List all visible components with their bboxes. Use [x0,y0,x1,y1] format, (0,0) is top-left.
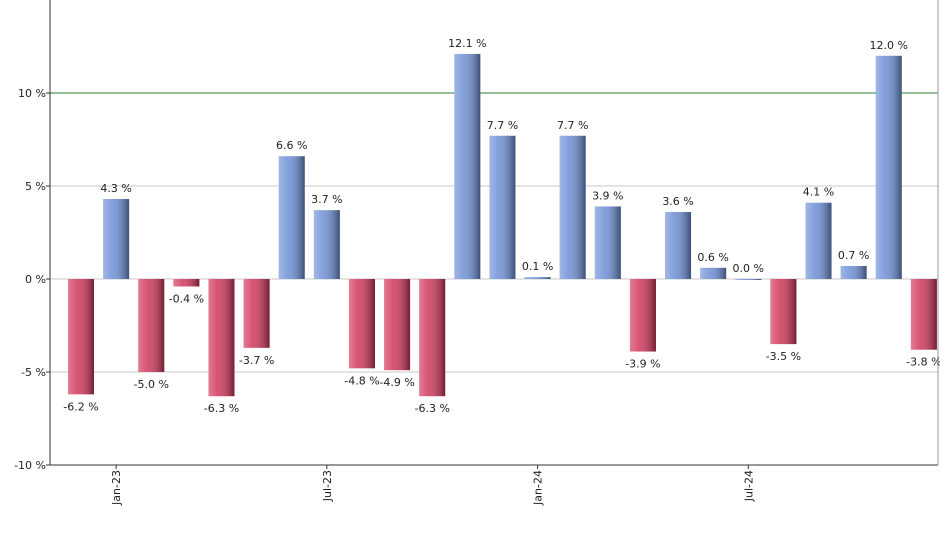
value-label: 12.0 % [870,39,908,52]
bar-shade [103,199,130,279]
value-label: 0.0 % [733,262,764,275]
value-label: 3.9 % [592,189,623,202]
y-tick-label: -5 % [21,366,46,379]
bar-shade [700,267,727,279]
bar-shade [559,135,586,279]
value-label: -6.3 % [204,402,239,415]
bar-shade [594,206,621,279]
x-tick-label: Jan-23 [110,470,123,506]
value-label: -6.3 % [414,402,449,415]
bar-shade [419,279,446,397]
y-tick-label: 10 % [18,87,46,100]
bar-shade [875,55,902,279]
x-tick-label: Jul-24 [742,470,755,502]
bar-shade [68,279,94,395]
value-label: -5.0 % [134,378,169,391]
value-label: 0.6 % [697,251,728,264]
bar-shade [489,135,516,279]
bar-shade [910,279,937,350]
bar-shade [665,212,692,279]
bar-shade [840,265,867,279]
bar-shade [805,202,832,279]
bar-shade [770,279,797,345]
bar-shade [524,277,551,279]
bar-shade [313,210,340,279]
value-label: 4.1 % [803,186,834,199]
bar-shade [208,279,235,397]
value-label: 3.6 % [662,195,693,208]
value-label: -3.8 % [906,356,940,369]
value-label: 4.3 % [100,182,131,195]
value-label: 6.6 % [276,139,307,152]
value-label: 3.7 % [311,193,342,206]
value-label: -3.7 % [239,354,274,367]
value-label: 12.1 % [448,37,486,50]
value-label: -4.8 % [344,374,379,387]
bar-shade [629,279,656,352]
value-label: -0.4 % [169,292,204,305]
value-label: 7.7 % [557,119,588,132]
bar-shade [454,53,481,279]
bar-shade [138,279,165,372]
value-label: 0.7 % [838,249,869,262]
bar-shade [243,279,270,348]
value-label: -3.5 % [766,350,801,363]
y-tick-label: -10 % [14,459,46,472]
bar-shade [173,279,200,287]
y-tick-label: 0 % [25,273,46,286]
value-label: 7.7 % [487,119,518,132]
bar-shade [384,279,411,371]
y-tick-label: 5 % [25,180,46,193]
x-tick-label: Jul-23 [321,470,334,502]
bar-shade [348,279,375,369]
x-tick-label: Jan-24 [532,470,545,506]
value-label: -4.9 % [379,376,414,389]
value-label: 0.1 % [522,260,553,273]
value-label: -3.9 % [625,358,660,371]
value-label: -6.2 % [63,400,98,413]
bar-shade [735,279,762,280]
bar-shade [278,156,305,279]
